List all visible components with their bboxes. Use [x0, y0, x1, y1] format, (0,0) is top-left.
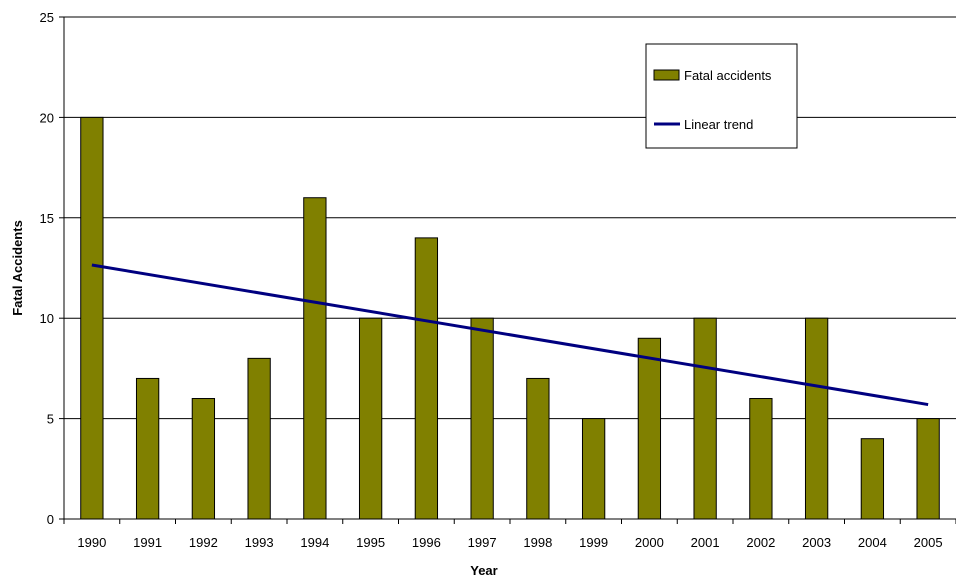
bar-2003	[804, 317, 829, 520]
x-tick-label-1990: 1990	[77, 535, 106, 550]
x-tick-label-1995: 1995	[356, 535, 385, 550]
y-axis-title: Fatal Accidents	[10, 220, 25, 316]
x-tick-label-1993: 1993	[245, 535, 274, 550]
y-tick-label-20: 20	[40, 110, 54, 125]
x-tick-label-1992: 1992	[189, 535, 218, 550]
x-tick-label-1991: 1991	[133, 535, 162, 550]
legend-label-fatal-accidents: Fatal accidents	[684, 68, 772, 83]
x-tick-label-2003: 2003	[802, 535, 831, 550]
bar-1991	[135, 377, 160, 520]
bar-2002	[749, 398, 773, 520]
legend-swatch-fatal-accidents	[653, 69, 680, 81]
x-tick-label-2005: 2005	[914, 535, 943, 550]
trend-line-group	[91, 263, 929, 407]
bar-1993	[247, 357, 271, 520]
axes	[59, 16, 956, 524]
x-tick-labels: 1990 1991 1992 1993 1994 1995 1996 1997 1998 1999…	[77, 535, 942, 550]
x-tick-label-1999: 1999	[579, 535, 608, 550]
y-tick-label-5: 5	[47, 412, 54, 427]
x-tick-label-2002: 2002	[746, 535, 775, 550]
bar-1996	[414, 237, 439, 520]
x-tick-label-2000: 2000	[635, 535, 664, 550]
x-tick-label-1996: 1996	[412, 535, 441, 550]
bar-1995	[358, 317, 383, 520]
bar-1998	[526, 377, 550, 520]
x-tick-label-1997: 1997	[468, 535, 497, 550]
bar-2004	[860, 438, 885, 520]
y-tick-labels: 0 5 10 15 20 25	[40, 10, 54, 527]
bar-1997	[470, 317, 494, 520]
bar-2000	[637, 337, 662, 520]
legend-box	[645, 43, 798, 149]
y-tick-label-10: 10	[40, 311, 54, 326]
x-tick-label-1994: 1994	[300, 535, 329, 550]
x-tick-label-1998: 1998	[523, 535, 552, 550]
bar-1999	[581, 418, 606, 520]
legend: Fatal accidents Linear trend	[645, 43, 798, 149]
x-tick-label-2004: 2004	[858, 535, 887, 550]
y-tick-label-15: 15	[40, 211, 54, 226]
bar-1994	[303, 197, 327, 520]
bar-2005	[916, 418, 940, 520]
bar-2001	[693, 317, 717, 520]
x-axis-title: Year	[470, 563, 497, 578]
bar-1990	[80, 116, 104, 520]
trend-line	[91, 263, 929, 407]
x-tick-label-2001: 2001	[691, 535, 720, 550]
y-tick-label-25: 25	[40, 10, 54, 25]
legend-label-linear-trend: Linear trend	[684, 117, 753, 132]
bar-1992	[191, 398, 216, 520]
y-tick-label-0: 0	[47, 512, 54, 527]
